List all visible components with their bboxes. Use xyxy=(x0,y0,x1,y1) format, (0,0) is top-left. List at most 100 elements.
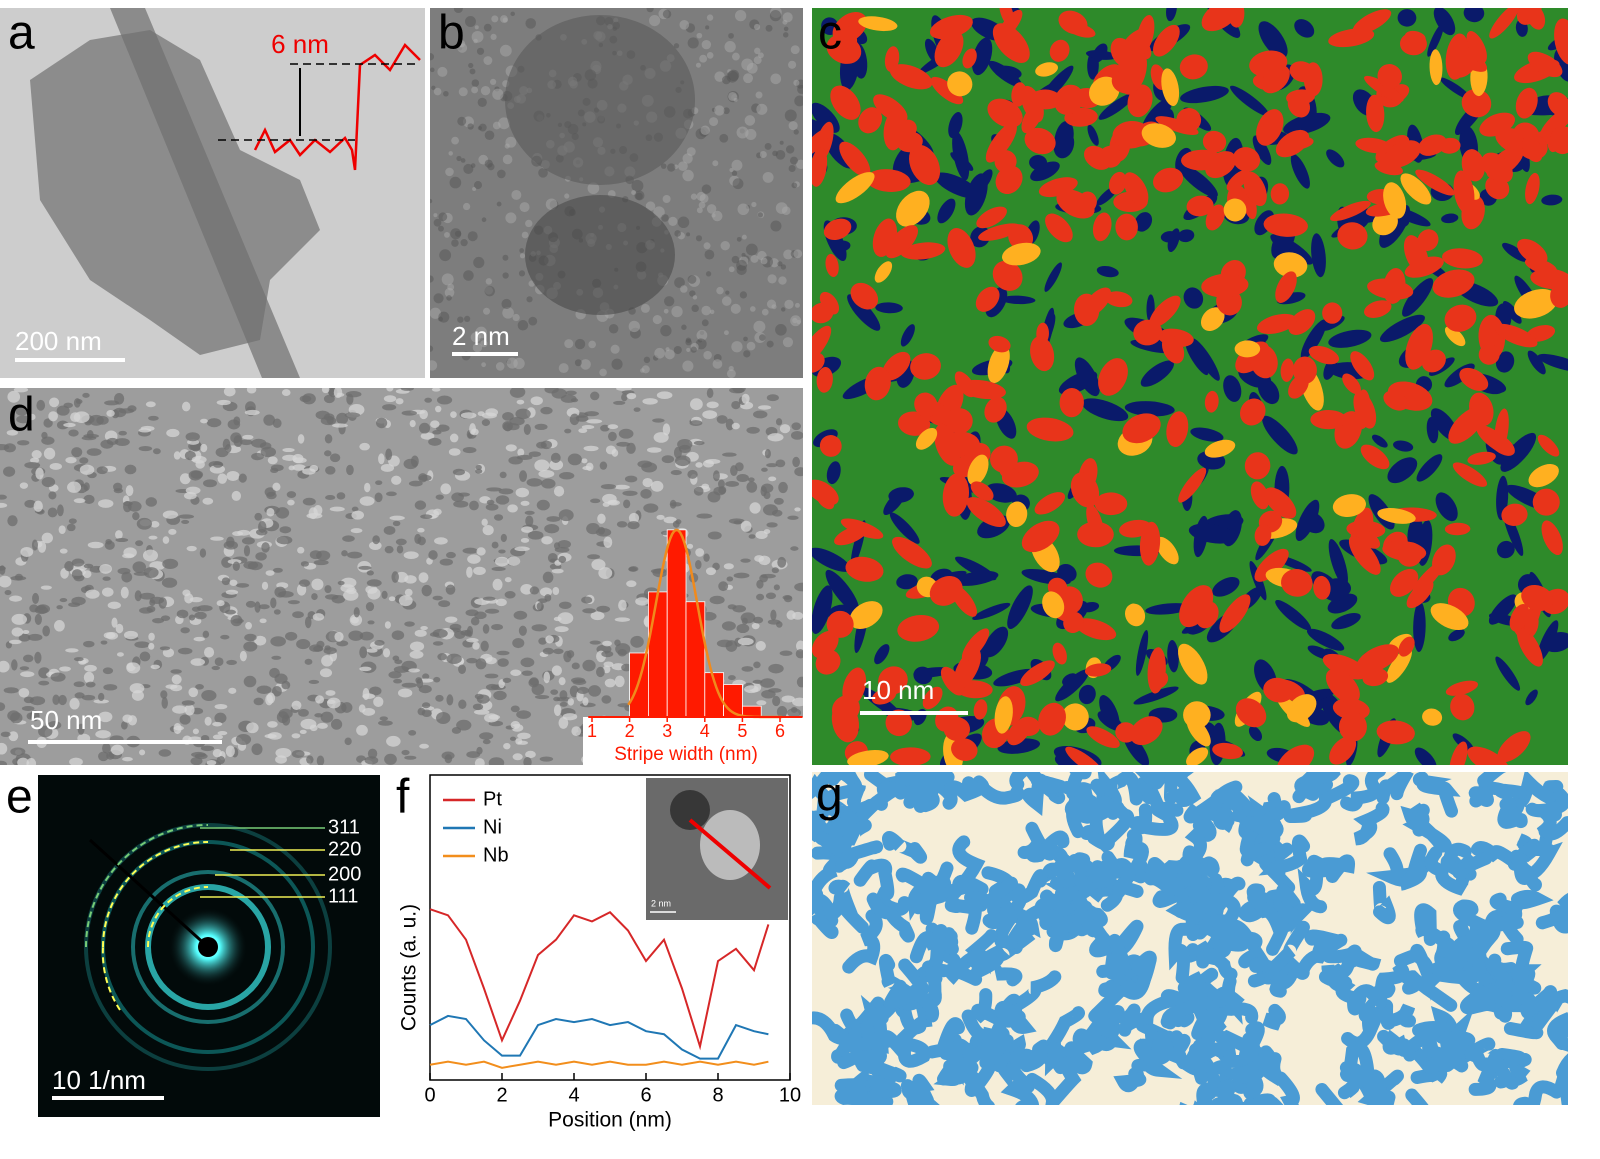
ligament xyxy=(386,388,394,392)
lattice-speckle xyxy=(483,307,491,315)
stripe xyxy=(1292,772,1341,804)
ligament xyxy=(437,653,448,661)
ligament xyxy=(146,605,156,613)
ligament xyxy=(748,477,755,483)
ligament xyxy=(475,658,487,670)
ligament xyxy=(520,537,530,543)
particle xyxy=(700,810,760,880)
ligament xyxy=(29,696,46,706)
dark-channel xyxy=(874,644,890,665)
lattice-speckle xyxy=(793,249,803,259)
pt-domain xyxy=(1547,92,1568,117)
lattice-speckle xyxy=(712,210,723,222)
ligament xyxy=(359,442,370,451)
ligament xyxy=(510,669,522,676)
dark-channel xyxy=(971,37,993,76)
ligament xyxy=(408,668,421,673)
ligament xyxy=(392,655,400,661)
pt-domain xyxy=(812,325,832,364)
ligament xyxy=(777,556,787,568)
lattice-speckle xyxy=(661,214,669,222)
stripe xyxy=(1212,895,1253,944)
ligament xyxy=(482,739,491,745)
lattice-speckle xyxy=(446,295,452,301)
ligament xyxy=(650,480,664,492)
stripe xyxy=(993,869,1048,908)
stripe xyxy=(1349,1063,1387,1105)
ligament xyxy=(775,418,783,426)
lattice-speckle xyxy=(502,17,508,23)
lattice-speckle xyxy=(790,45,800,55)
lattice-speckle xyxy=(631,190,637,196)
ligament xyxy=(165,684,178,689)
lattice-speckle xyxy=(526,296,533,303)
series-line xyxy=(429,908,770,1051)
pt-domain xyxy=(994,696,1013,734)
lattice-speckle xyxy=(712,160,719,167)
ligament xyxy=(626,392,637,400)
lattice-speckle xyxy=(696,32,703,39)
pt-domain xyxy=(1108,171,1127,195)
stripe xyxy=(1422,1044,1466,1075)
ligament xyxy=(350,616,359,624)
profile-label: 6 nm xyxy=(271,29,329,59)
ligament xyxy=(790,430,803,440)
ligament xyxy=(628,512,640,524)
ligament xyxy=(101,587,114,597)
stripe xyxy=(1113,1066,1147,1093)
pt-domain xyxy=(1026,417,1074,442)
ligament xyxy=(359,631,374,641)
ligament xyxy=(191,455,207,464)
ligament xyxy=(324,434,333,444)
ligament xyxy=(544,524,560,534)
lattice-speckle xyxy=(453,8,463,14)
ligament xyxy=(217,731,228,736)
stripe xyxy=(1266,1096,1284,1105)
ligament xyxy=(485,683,499,691)
ligament xyxy=(558,509,574,522)
ligament xyxy=(17,757,29,765)
ligament xyxy=(79,457,89,464)
scale-bar-label: 2 nm xyxy=(651,898,671,908)
pt-domain xyxy=(812,128,830,156)
lattice-speckle xyxy=(518,270,526,277)
ligament xyxy=(541,478,556,489)
ligament xyxy=(230,614,243,627)
stripe xyxy=(1430,935,1472,977)
ligament xyxy=(22,629,30,635)
stripe xyxy=(934,1017,965,1086)
stripe xyxy=(1213,931,1263,958)
pt-domain xyxy=(1186,747,1209,765)
dark-channel xyxy=(913,666,933,685)
ligament xyxy=(242,434,254,440)
dark-channel xyxy=(1166,8,1177,22)
ligament xyxy=(200,418,208,424)
dark-channel xyxy=(1000,295,1036,305)
ligament xyxy=(26,758,37,765)
pt-domain xyxy=(1445,33,1470,80)
lattice-speckle xyxy=(517,320,529,331)
ligament xyxy=(795,649,803,659)
ligament xyxy=(308,679,320,685)
ligament xyxy=(731,400,741,410)
lattice-speckle xyxy=(743,336,748,342)
lattice-speckle xyxy=(430,345,434,352)
ligament xyxy=(281,680,291,690)
ligament xyxy=(458,492,470,497)
ligament xyxy=(291,749,305,758)
lattice-speckle xyxy=(783,26,789,32)
stripe xyxy=(1179,1095,1213,1105)
pt-domain xyxy=(942,473,970,517)
pt-domain xyxy=(1264,487,1297,519)
ligament xyxy=(551,665,562,676)
pt-domain xyxy=(1281,568,1313,597)
ligament xyxy=(588,685,602,697)
ligament xyxy=(441,751,455,760)
pt-domain xyxy=(962,48,977,69)
pt-domain xyxy=(929,575,963,606)
ligament xyxy=(737,637,754,646)
pt-domain xyxy=(1444,326,1466,347)
pt-domain xyxy=(1554,18,1568,65)
pt-domain xyxy=(889,64,933,90)
ligament xyxy=(439,558,453,566)
